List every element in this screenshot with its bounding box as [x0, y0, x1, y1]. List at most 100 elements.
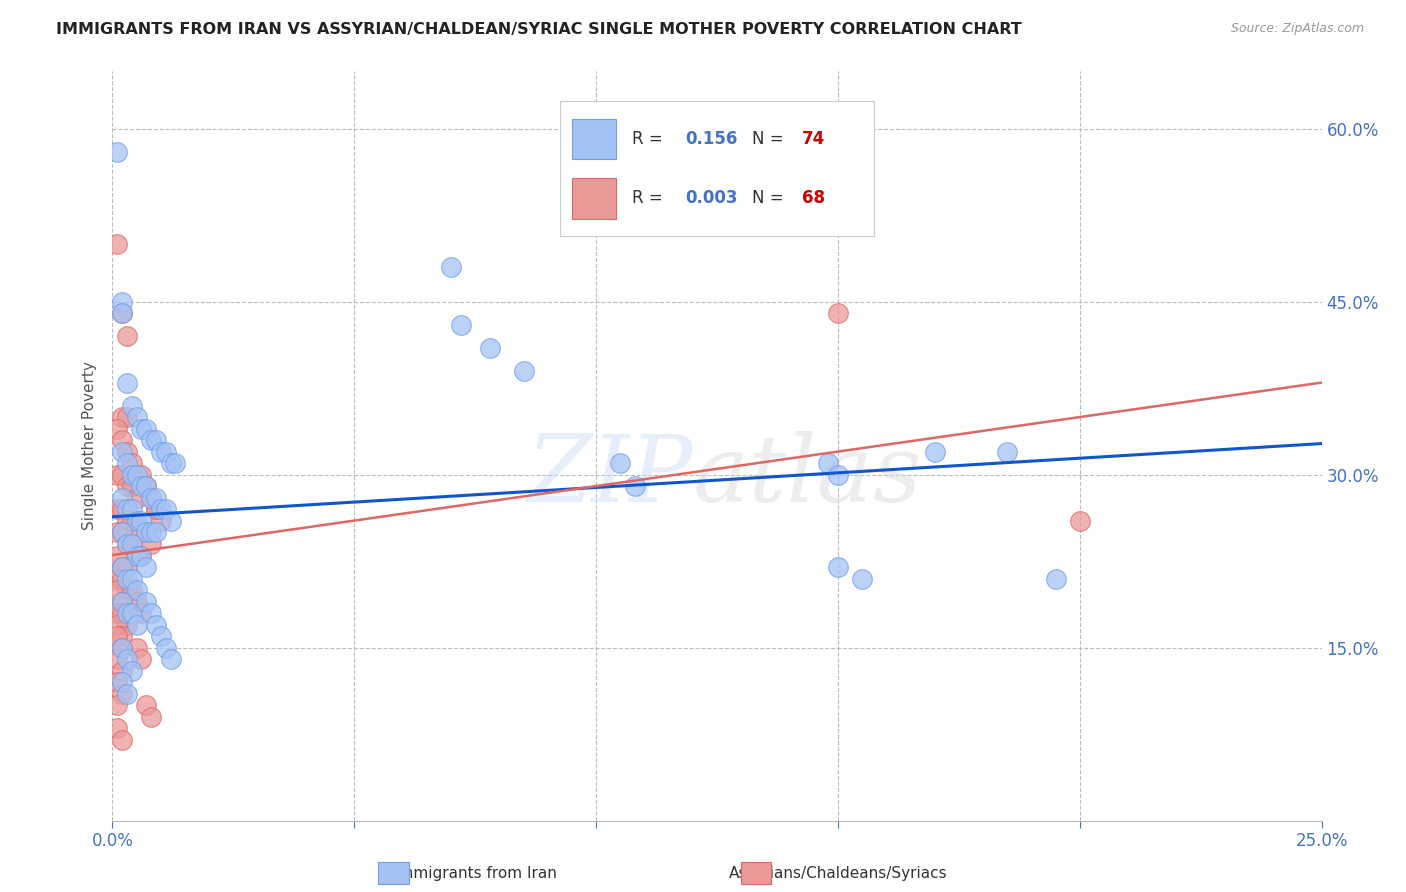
Point	[131, 606, 153, 620]
Point	[105, 467, 128, 482]
Point	[121, 583, 143, 598]
Point	[121, 399, 143, 413]
Point	[125, 549, 148, 563]
Point	[121, 479, 143, 493]
Point	[105, 525, 128, 540]
Point	[1045, 572, 1067, 586]
Point	[145, 502, 167, 516]
Point	[111, 434, 134, 448]
Point	[115, 329, 138, 343]
Point	[111, 525, 134, 540]
Point	[105, 652, 128, 666]
Point	[131, 549, 153, 563]
Point	[105, 549, 128, 563]
Point	[105, 606, 128, 620]
Point	[851, 572, 873, 586]
Point	[105, 698, 128, 713]
Point	[121, 664, 143, 678]
Point	[111, 640, 134, 655]
Point	[165, 456, 187, 470]
Point	[121, 514, 143, 528]
Point	[111, 606, 134, 620]
Point	[995, 444, 1018, 458]
Point	[111, 629, 134, 643]
Text: Immigrants from Iran: Immigrants from Iran	[394, 865, 557, 880]
Point	[827, 306, 849, 320]
Point	[111, 467, 134, 482]
Point	[624, 479, 647, 493]
Point	[111, 410, 134, 425]
Point	[131, 549, 153, 563]
Point	[121, 456, 143, 470]
Point	[141, 710, 163, 724]
Point	[145, 525, 167, 540]
Point	[125, 514, 148, 528]
Point	[111, 294, 134, 309]
Point	[131, 422, 153, 436]
Point	[125, 583, 148, 598]
Point	[121, 467, 143, 482]
Point	[141, 537, 163, 551]
Point	[135, 594, 157, 608]
Point	[135, 560, 157, 574]
Point	[141, 491, 163, 505]
Point	[155, 502, 177, 516]
Point	[924, 444, 946, 458]
Point	[115, 537, 138, 551]
Point	[135, 525, 157, 540]
Point	[115, 376, 138, 390]
Point	[827, 467, 849, 482]
Point	[111, 664, 134, 678]
Point	[115, 560, 138, 574]
Point	[149, 629, 172, 643]
Point	[135, 422, 157, 436]
Point	[111, 594, 134, 608]
Point	[105, 675, 128, 690]
Point	[125, 525, 148, 540]
Point	[115, 572, 138, 586]
Point	[105, 145, 128, 159]
Point	[131, 652, 153, 666]
Text: IMMIGRANTS FROM IRAN VS ASSYRIAN/CHALDEAN/SYRIAC SINGLE MOTHER POVERTY CORRELATI: IMMIGRANTS FROM IRAN VS ASSYRIAN/CHALDEA…	[56, 22, 1022, 37]
Point	[149, 514, 172, 528]
Point	[105, 583, 128, 598]
Point	[105, 617, 128, 632]
Point	[115, 444, 138, 458]
Point	[125, 491, 148, 505]
Point	[145, 491, 167, 505]
Point	[125, 640, 148, 655]
Point	[125, 467, 148, 482]
Point	[135, 479, 157, 493]
Point	[125, 594, 148, 608]
Point	[115, 652, 138, 666]
Point	[111, 560, 134, 574]
Point	[159, 514, 181, 528]
Point	[145, 502, 167, 516]
Point	[111, 640, 134, 655]
Point	[105, 722, 128, 736]
Point	[111, 733, 134, 747]
Point	[111, 306, 134, 320]
Text: Assyrians/Chaldeans/Syriacs: Assyrians/Chaldeans/Syriacs	[728, 865, 948, 880]
Point	[817, 456, 839, 470]
Point	[149, 502, 172, 516]
Point	[141, 434, 163, 448]
Point	[155, 640, 177, 655]
Point	[131, 467, 153, 482]
Point	[115, 479, 138, 493]
Point	[111, 560, 134, 574]
Point	[145, 434, 167, 448]
Point	[131, 514, 153, 528]
Point	[135, 525, 157, 540]
Point	[105, 572, 128, 586]
Point	[111, 572, 134, 586]
Point	[155, 444, 177, 458]
Point	[111, 502, 134, 516]
Point	[121, 572, 143, 586]
Point	[450, 318, 472, 332]
Text: Source: ZipAtlas.com: Source: ZipAtlas.com	[1230, 22, 1364, 36]
Point	[105, 502, 128, 516]
Point	[125, 549, 148, 563]
Point	[131, 479, 153, 493]
Point	[111, 444, 134, 458]
